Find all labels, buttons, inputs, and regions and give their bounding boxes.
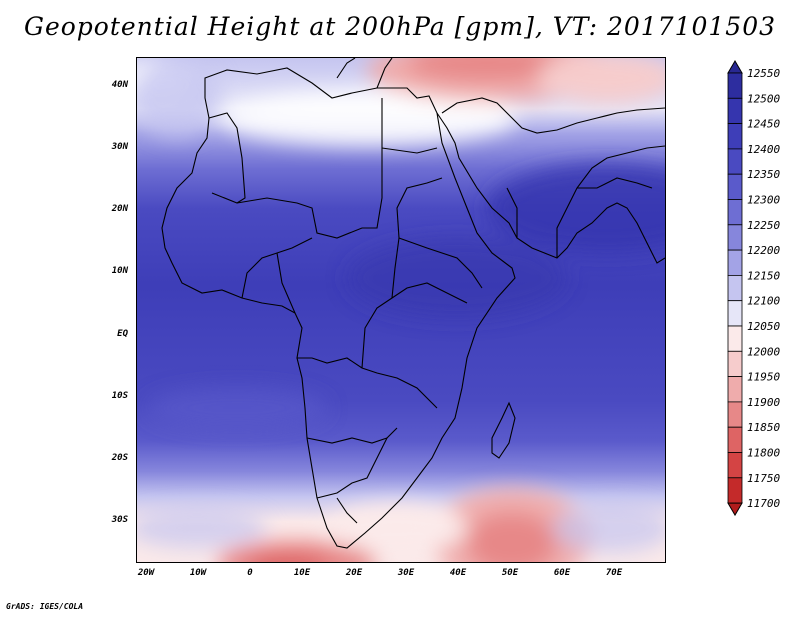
- colorbar-label: 12300: [747, 194, 780, 207]
- chart-title: Geopotential Height at 200hPa [gpm], VT:…: [23, 12, 777, 41]
- colorbar-segment: [727, 350, 743, 377]
- colorbar-bottom-arrow: [727, 502, 743, 517]
- map-panel: [136, 57, 666, 563]
- lon-label-10e: 10E: [293, 568, 311, 578]
- colorbar-label: 12150: [747, 269, 780, 282]
- contour-map: [137, 58, 665, 562]
- colorbar-label: 11850: [747, 421, 780, 434]
- lon-label-50e: 50E: [501, 568, 519, 578]
- colorbar-label: 12350: [747, 168, 780, 181]
- colorbar-top-arrow: [727, 60, 743, 74]
- lon-label-70e: 70E: [605, 568, 623, 578]
- colorbar-segment: [727, 148, 743, 175]
- lat-label-30n: 30N: [111, 142, 128, 152]
- contour-blobs: [137, 58, 665, 562]
- colorbar-label: 12500: [747, 92, 780, 105]
- colorbar: 12550 12500 12450 12400 12350 12300 12250 12200…: [727, 60, 780, 517]
- colorbar-segment: [727, 173, 743, 200]
- colorbar-label: 11750: [747, 472, 780, 485]
- lon-label-40e: 40E: [449, 568, 467, 578]
- colorbar-label: 12000: [747, 345, 780, 358]
- colorbar-segment: [727, 72, 743, 99]
- colorbar-segment: [727, 426, 743, 453]
- coastlines: [161, 58, 665, 549]
- colorbar-segment: [727, 401, 743, 428]
- colorbar-segment: [727, 224, 743, 251]
- lat-label-eq: EQ: [117, 329, 128, 339]
- lat-label-10s: 10S: [111, 391, 128, 401]
- colorbar-segment: [727, 97, 743, 124]
- lon-label-20w: 20W: [137, 568, 155, 578]
- colorbar-label: 12400: [747, 143, 780, 156]
- lon-label-20e: 20E: [345, 568, 363, 578]
- colorbar-label: 12250: [747, 219, 780, 232]
- colorbar-segment: [727, 452, 743, 479]
- colorbar-segment: [727, 300, 743, 327]
- colorbar-label: 12100: [747, 295, 780, 308]
- colorbar-label: 12450: [747, 118, 780, 131]
- colorbar-label: 12200: [747, 244, 780, 257]
- color-legend: 12550 12500 12450 12400 12350 12300 12250 12200…: [722, 57, 800, 557]
- colorbar-label: 11950: [747, 371, 780, 384]
- lat-label-20s: 20S: [111, 453, 128, 463]
- lat-label-40n: 40N: [111, 80, 128, 90]
- colorbar-segment: [727, 376, 743, 403]
- lat-label-10n: 10N: [111, 266, 128, 276]
- colorbar-label: 11900: [747, 396, 780, 409]
- colorbar-segment: [727, 123, 743, 150]
- colorbar-segment: [727, 325, 743, 352]
- colorbar-segment: [727, 274, 743, 302]
- lat-label-30s: 30S: [111, 515, 128, 525]
- lon-label-0: 0: [247, 568, 253, 578]
- lon-label-10w: 10W: [189, 568, 207, 578]
- lon-label-60e: 60E: [553, 568, 571, 578]
- colorbar-segment: [727, 249, 743, 276]
- colorbar-segment: [727, 477, 743, 504]
- colorbar-label: 12050: [747, 320, 780, 333]
- colorbar-segment: [727, 199, 743, 226]
- lat-label-20n: 20N: [111, 204, 128, 214]
- colorbar-label: 12550: [747, 67, 780, 80]
- credit-text: GrADS: IGES/COLA: [6, 602, 84, 611]
- lon-label-30e: 30E: [397, 568, 415, 578]
- colorbar-label: 11800: [747, 447, 780, 460]
- colorbar-label: 11700: [747, 497, 780, 510]
